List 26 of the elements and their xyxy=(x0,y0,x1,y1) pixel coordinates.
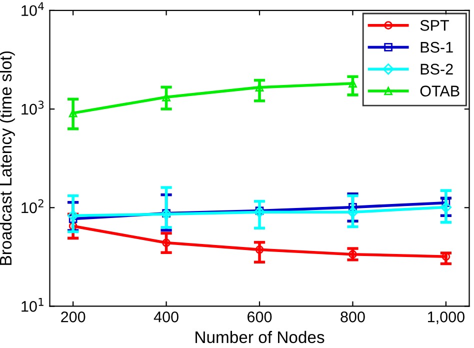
x-tick-label: 600 xyxy=(248,312,272,322)
point xyxy=(440,202,452,213)
legend-label: OTAB xyxy=(420,86,460,96)
point xyxy=(162,238,170,247)
legend-label: BS-2 xyxy=(420,64,453,75)
legend-label: SPT xyxy=(420,20,449,31)
legend-label: BS-1 xyxy=(420,42,453,53)
y-tick-label: 10$^{4}$ xyxy=(22,2,44,16)
y-tick-label: 10$^{2}$ xyxy=(22,199,44,214)
point xyxy=(347,206,358,218)
point xyxy=(162,209,170,218)
point xyxy=(442,198,450,207)
x-tick-label: 200 xyxy=(61,312,86,322)
point xyxy=(255,245,264,254)
y-tick-label: 10$^{3}$ xyxy=(22,100,44,115)
point xyxy=(348,203,357,212)
x-tick-label: 400 xyxy=(154,312,178,322)
point xyxy=(348,250,357,259)
point xyxy=(160,208,172,220)
point xyxy=(254,206,266,218)
point xyxy=(255,206,264,215)
point xyxy=(67,210,79,222)
x-tick-label: 800 xyxy=(340,312,365,322)
x-axis-title: Number of Nodes xyxy=(196,330,324,344)
y-tick-label: 10$^{1}$ xyxy=(22,298,44,312)
x-tick-label: 1,000 xyxy=(428,312,464,324)
